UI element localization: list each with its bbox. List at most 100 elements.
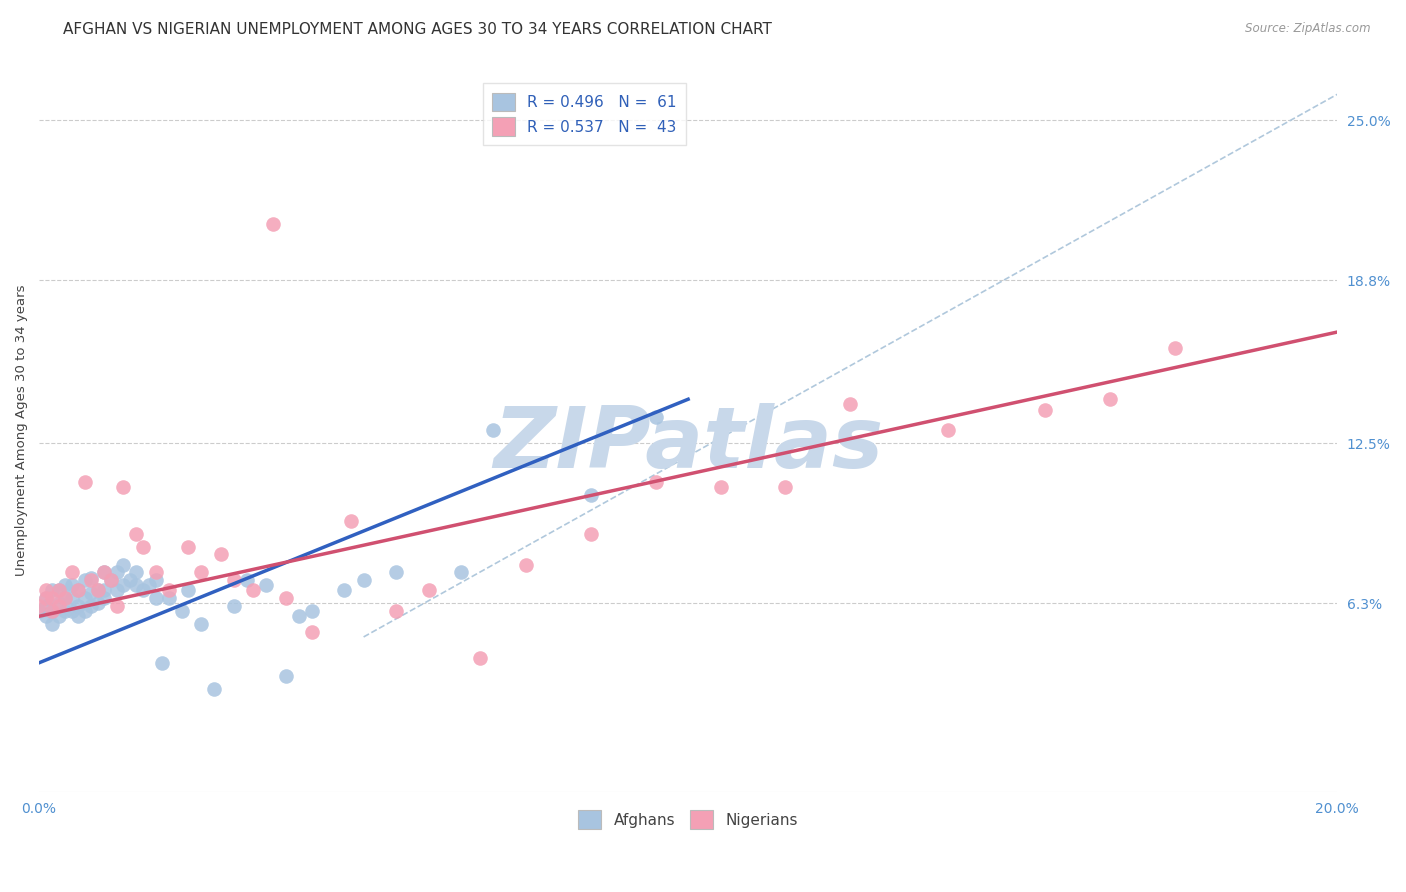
Point xyxy=(1033,402,1056,417)
Y-axis label: Unemployment Among Ages 30 to 34 years: Unemployment Among Ages 30 to 34 years xyxy=(15,285,28,576)
Point xyxy=(41,583,63,598)
Point xyxy=(125,526,148,541)
Point xyxy=(34,599,56,613)
Text: AFGHAN VS NIGERIAN UNEMPLOYMENT AMONG AGES 30 TO 34 YEARS CORRELATION CHART: AFGHAN VS NIGERIAN UNEMPLOYMENT AMONG AG… xyxy=(63,22,772,37)
Point xyxy=(125,566,148,580)
Point xyxy=(100,573,122,587)
Point xyxy=(190,566,212,580)
Point xyxy=(418,583,440,598)
Point xyxy=(177,583,200,598)
Point xyxy=(301,604,323,618)
Point xyxy=(86,596,108,610)
Point xyxy=(644,410,666,425)
Point xyxy=(470,650,492,665)
Point xyxy=(93,591,115,606)
Point xyxy=(209,547,232,561)
Point xyxy=(105,566,128,580)
Point xyxy=(100,573,122,587)
Point xyxy=(274,591,297,606)
Point xyxy=(86,583,108,598)
Point xyxy=(287,609,309,624)
Point xyxy=(112,558,135,572)
Point xyxy=(301,624,323,639)
Point xyxy=(53,591,76,606)
Point xyxy=(579,488,602,502)
Point xyxy=(67,609,90,624)
Point xyxy=(170,604,193,618)
Point xyxy=(138,578,160,592)
Point xyxy=(112,480,135,494)
Point xyxy=(222,573,245,587)
Point xyxy=(80,570,103,584)
Point xyxy=(105,583,128,598)
Point xyxy=(385,604,408,618)
Point xyxy=(41,604,63,618)
Point xyxy=(242,583,264,598)
Point xyxy=(73,573,96,587)
Point xyxy=(60,566,83,580)
Point xyxy=(67,583,90,598)
Point xyxy=(118,573,141,587)
Point xyxy=(93,566,115,580)
Point xyxy=(177,540,200,554)
Point xyxy=(86,583,108,598)
Point xyxy=(41,591,63,606)
Point xyxy=(80,586,103,600)
Point xyxy=(73,604,96,618)
Point xyxy=(34,609,56,624)
Point xyxy=(450,566,472,580)
Point xyxy=(34,583,56,598)
Point xyxy=(67,599,90,613)
Point xyxy=(145,573,167,587)
Point xyxy=(222,599,245,613)
Point xyxy=(41,617,63,632)
Point xyxy=(48,583,70,598)
Point xyxy=(53,591,76,606)
Point xyxy=(80,573,103,587)
Point xyxy=(93,566,115,580)
Point xyxy=(132,583,155,598)
Text: Source: ZipAtlas.com: Source: ZipAtlas.com xyxy=(1246,22,1371,36)
Point xyxy=(125,578,148,592)
Point xyxy=(48,583,70,598)
Point xyxy=(93,583,115,598)
Point xyxy=(1164,341,1187,355)
Point xyxy=(112,578,135,592)
Point xyxy=(190,617,212,632)
Point xyxy=(41,604,63,618)
Point xyxy=(775,480,797,494)
Point xyxy=(73,591,96,606)
Point xyxy=(53,604,76,618)
Point xyxy=(936,423,959,437)
Point xyxy=(28,604,51,618)
Point xyxy=(202,681,225,696)
Point xyxy=(515,558,537,572)
Point xyxy=(385,566,408,580)
Point xyxy=(644,475,666,489)
Point xyxy=(262,217,284,231)
Point xyxy=(157,591,180,606)
Point xyxy=(67,583,90,598)
Point xyxy=(80,599,103,613)
Point xyxy=(53,578,76,592)
Point xyxy=(236,573,259,587)
Point xyxy=(48,596,70,610)
Text: ZIPatlas: ZIPatlas xyxy=(494,403,883,486)
Point xyxy=(1098,392,1121,407)
Point xyxy=(482,423,505,437)
Point xyxy=(152,656,174,670)
Point xyxy=(28,599,51,613)
Point xyxy=(60,578,83,592)
Point xyxy=(48,599,70,613)
Point xyxy=(274,669,297,683)
Point xyxy=(145,566,167,580)
Point xyxy=(710,480,733,494)
Point xyxy=(105,599,128,613)
Point xyxy=(34,591,56,606)
Point xyxy=(353,573,375,587)
Point xyxy=(333,583,356,598)
Legend: Afghans, Nigerians: Afghans, Nigerians xyxy=(572,804,804,835)
Point xyxy=(48,609,70,624)
Point xyxy=(339,514,361,528)
Point xyxy=(34,591,56,606)
